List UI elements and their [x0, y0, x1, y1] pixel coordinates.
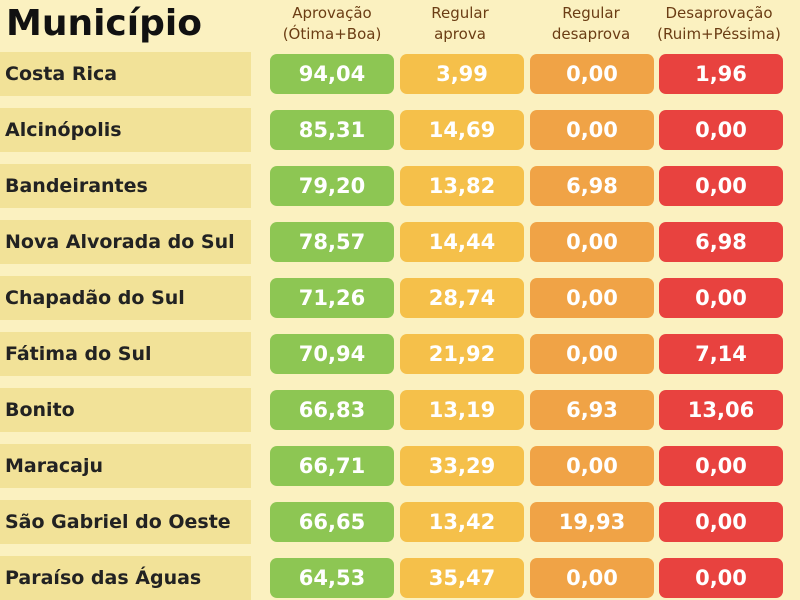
header-desaprovacao-line2: (Ruim+Péssima) [657, 25, 781, 43]
header-regular-desaprova: Regular desaprova [524, 3, 658, 47]
regular-aprova-cell: 13,42 [400, 502, 524, 542]
regular-desaprova-cell: 0,00 [530, 278, 654, 318]
header-aprovacao: Aprovação (Ótima+Boa) [258, 3, 406, 47]
desaprovacao-cell: 1,96 [659, 54, 783, 94]
header-regular-desaprova-line1: Regular [562, 4, 620, 22]
municipio-label: Costa Rica [0, 52, 251, 96]
regular-aprova-cell: 13,19 [400, 390, 524, 430]
regular-aprova-cell: 35,47 [400, 558, 524, 598]
header-aprovacao-line1: Aprovação [292, 4, 372, 22]
municipio-label: Alcinópolis [0, 108, 251, 152]
desaprovacao-cell: 0,00 [659, 558, 783, 598]
regular-aprova-cell: 14,69 [400, 110, 524, 150]
regular-aprova-cell: 21,92 [400, 334, 524, 374]
regular-aprova-cell: 33,29 [400, 446, 524, 486]
desaprovacao-cell: 0,00 [659, 502, 783, 542]
header-regular-aprova-line1: Regular [431, 4, 489, 22]
header-desaprovacao: Desaprovação (Ruim+Péssima) [638, 3, 800, 47]
desaprovacao-cell: 0,00 [659, 278, 783, 318]
regular-aprova-cell: 3,99 [400, 54, 524, 94]
municipio-label: Chapadão do Sul [0, 276, 251, 320]
municipio-label: Bandeirantes [0, 164, 251, 208]
regular-aprova-cell: 14,44 [400, 222, 524, 262]
page-title: Município [6, 3, 202, 44]
aprovacao-cell: 66,65 [270, 502, 394, 542]
desaprovacao-cell: 7,14 [659, 334, 783, 374]
regular-desaprova-cell: 0,00 [530, 222, 654, 262]
desaprovacao-cell: 13,06 [659, 390, 783, 430]
municipio-label: Fátima do Sul [0, 332, 251, 376]
regular-desaprova-cell: 0,00 [530, 558, 654, 598]
regular-desaprova-cell: 6,93 [530, 390, 654, 430]
aprovacao-cell: 85,31 [270, 110, 394, 150]
aprovacao-cell: 66,83 [270, 390, 394, 430]
aprovacao-cell: 71,26 [270, 278, 394, 318]
desaprovacao-cell: 0,00 [659, 166, 783, 206]
aprovacao-cell: 70,94 [270, 334, 394, 374]
aprovacao-cell: 78,57 [270, 222, 394, 262]
header-regular-aprova-line2: aprova [434, 25, 486, 43]
desaprovacao-cell: 0,00 [659, 446, 783, 486]
regular-desaprova-cell: 0,00 [530, 334, 654, 374]
municipio-label: Nova Alvorada do Sul [0, 220, 251, 264]
desaprovacao-cell: 6,98 [659, 222, 783, 262]
header-regular-desaprova-line2: desaprova [551, 25, 631, 43]
header-aprovacao-line2: (Ótima+Boa) [282, 25, 382, 43]
regular-desaprova-cell: 6,98 [530, 166, 654, 206]
regular-aprova-cell: 28,74 [400, 278, 524, 318]
regular-desaprova-cell: 19,93 [530, 502, 654, 542]
municipio-label: Maracaju [0, 444, 251, 488]
municipio-label: São Gabriel do Oeste [0, 500, 251, 544]
aprovacao-cell: 94,04 [270, 54, 394, 94]
regular-desaprova-cell: 0,00 [530, 110, 654, 150]
regular-desaprova-cell: 0,00 [530, 54, 654, 94]
aprovacao-cell: 66,71 [270, 446, 394, 486]
aprovacao-cell: 79,20 [270, 166, 394, 206]
regular-desaprova-cell: 0,00 [530, 446, 654, 486]
municipio-label: Paraíso das Águas [0, 556, 251, 600]
aprovacao-cell: 64,53 [270, 558, 394, 598]
header-regular-aprova: Regular aprova [394, 3, 526, 47]
desaprovacao-cell: 0,00 [659, 110, 783, 150]
regular-aprova-cell: 13,82 [400, 166, 524, 206]
header-desaprovacao-line1: Desaprovação [665, 4, 773, 22]
municipio-label: Bonito [0, 388, 251, 432]
